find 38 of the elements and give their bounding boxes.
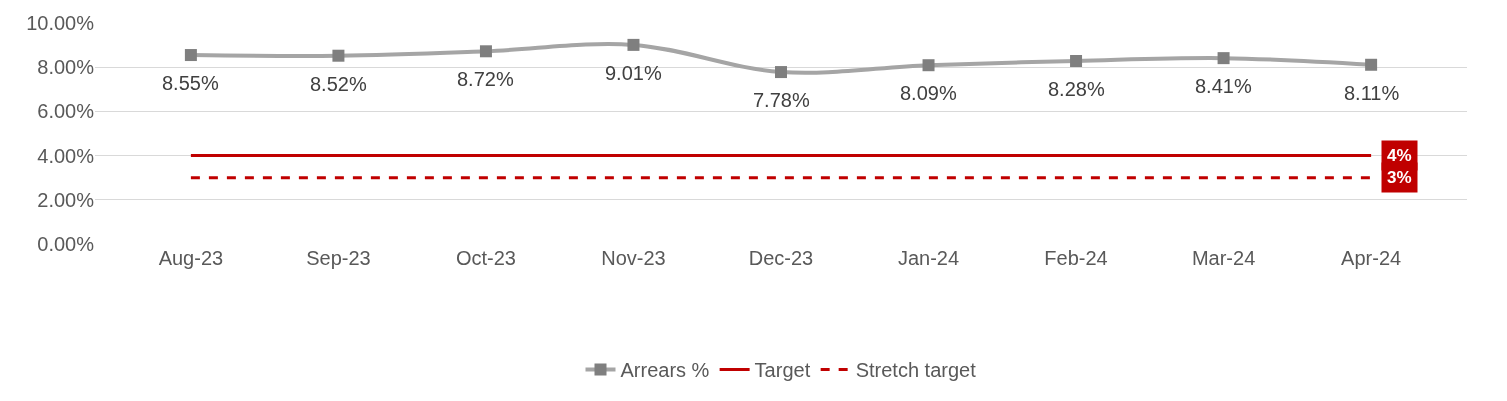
data-label: 9.01% (605, 62, 662, 84)
data-label: 3% (1387, 168, 1412, 187)
data-label: 8.55% (162, 72, 219, 94)
data-label: 8.28% (1048, 78, 1105, 100)
data-label: 4% (1387, 146, 1412, 165)
y-tick-label: 2.00% (37, 188, 95, 211)
x-tick-label: Feb-24 (1044, 247, 1108, 269)
y-tick-label: 0.00% (37, 233, 95, 255)
data-label: 8.09% (900, 82, 957, 104)
y-tick-label: 6.00% (37, 100, 95, 123)
x-tick-label: Mar-24 (1191, 247, 1256, 269)
y-tick-label: 8.00% (37, 56, 95, 79)
data-label: 8.41% (1195, 75, 1252, 97)
point (1365, 58, 1378, 71)
x-tick-label: Dec-23 (748, 247, 814, 269)
point (922, 59, 935, 72)
data-label: 8.11% (1344, 82, 1400, 104)
data-label: 7.78% (753, 89, 810, 111)
x-tick-label: Jan-24 (897, 247, 960, 269)
x-tick-label: Nov-23 (601, 247, 666, 269)
x-tick-label: Sep-23 (306, 247, 371, 269)
legend-label: Target (754, 359, 811, 382)
x-tick-label: Aug-23 (158, 247, 224, 269)
data-label: 8.72% (457, 68, 514, 90)
y-tick-label: 4.00% (37, 144, 95, 167)
legend-label: Arrears % (620, 359, 710, 382)
point (184, 49, 197, 62)
legend-label: Stretch target (855, 359, 977, 382)
x-tick-label: Oct-23 (455, 247, 516, 269)
point (479, 45, 492, 58)
y-tick-label: 10.00% (26, 12, 95, 34)
point (1070, 55, 1083, 68)
point (1217, 52, 1230, 65)
point (627, 38, 640, 51)
point (332, 49, 345, 62)
x-tick-label: Apr-24 (1341, 247, 1402, 269)
point (775, 66, 787, 79)
data-label: 8.52% (310, 73, 367, 95)
